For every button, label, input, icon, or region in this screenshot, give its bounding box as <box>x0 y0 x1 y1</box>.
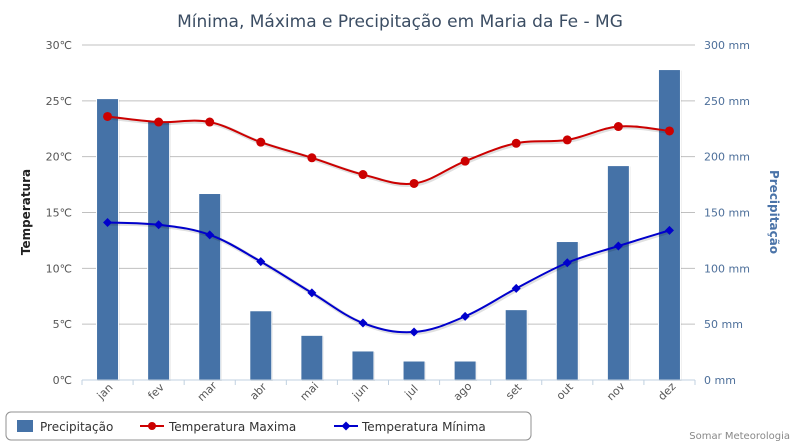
point-temperatura-max[interactable] <box>562 135 572 145</box>
point-temperatura-max[interactable] <box>511 138 521 148</box>
legend-symbol-bar <box>17 420 33 432</box>
point-temperatura-max[interactable] <box>409 178 419 188</box>
y-left-tick-label: 0℃ <box>53 374 72 387</box>
bar-precipitacao[interactable] <box>351 350 375 381</box>
legend-symbol-marker-max <box>148 422 156 430</box>
y-right-tick-label: 0 mm <box>704 374 736 387</box>
point-temperatura-min[interactable] <box>562 258 572 268</box>
bar-precipitacao[interactable] <box>300 334 324 381</box>
bar-precipitacao[interactable] <box>96 98 120 381</box>
point-temperatura-min[interactable] <box>205 230 215 240</box>
x-tick-label: jul <box>402 382 421 401</box>
bar-precipitacao[interactable] <box>198 193 222 381</box>
point-temperatura-max[interactable] <box>205 117 215 127</box>
x-tick-label: fev <box>145 381 167 403</box>
bar-precipitacao[interactable] <box>606 165 630 381</box>
point-temperatura-min[interactable] <box>511 283 521 293</box>
y-left-tick-label: 30℃ <box>46 39 72 52</box>
x-tick-label: jun <box>349 381 371 403</box>
x-tick-label: set <box>503 380 525 402</box>
series-line-max <box>107 115 670 185</box>
y-left-tick-label: 20℃ <box>46 151 72 164</box>
x-tick-label: out <box>554 380 576 402</box>
x-tick-label: dez <box>655 380 678 403</box>
y-left-tick-label: 25℃ <box>46 95 72 108</box>
point-temperatura-max[interactable] <box>613 122 623 132</box>
point-temperatura-max[interactable] <box>307 153 317 163</box>
x-tick-label: nov <box>604 379 628 403</box>
legend-label-precipitacao: Precipitação <box>40 420 113 434</box>
bar-precipitacao[interactable] <box>453 360 477 381</box>
point-temperatura-max[interactable] <box>358 170 368 180</box>
point-temperatura-min[interactable] <box>358 318 368 328</box>
bar-precipitacao[interactable] <box>147 120 171 381</box>
y-left-tick-label: 10℃ <box>46 262 72 275</box>
point-temperatura-min[interactable] <box>154 220 164 230</box>
point-temperatura-max[interactable] <box>664 126 674 136</box>
lines-layer <box>103 111 674 337</box>
legend-item-temperatura-minima[interactable]: Temperatura Mínima <box>334 420 486 434</box>
y-left-tick-label: 5℃ <box>53 318 72 331</box>
y-right-tick-label: 100 mm <box>704 262 750 275</box>
point-temperatura-max[interactable] <box>256 137 266 147</box>
bars-layer <box>96 69 682 382</box>
point-temperatura-min[interactable] <box>613 241 623 251</box>
point-temperatura-min[interactable] <box>664 225 674 235</box>
chart-credit: Somar Meteorologia <box>689 431 790 442</box>
point-temperatura-min[interactable] <box>256 257 266 267</box>
y-right-tick-label: 250 mm <box>704 95 750 108</box>
legend-label-temperatura-minima: Temperatura Mínima <box>361 420 486 434</box>
x-tick-label: ago <box>451 380 475 404</box>
y-left-tick-label: 15℃ <box>46 207 72 220</box>
point-temperatura-min[interactable] <box>409 327 419 337</box>
point-temperatura-min[interactable] <box>307 288 317 298</box>
x-tick-label: abr <box>247 380 269 402</box>
y-left-axis-title: Temperatura <box>19 169 33 255</box>
point-temperatura-max[interactable] <box>103 111 113 121</box>
point-temperatura-max[interactable] <box>154 117 164 127</box>
y-right-tick-label: 200 mm <box>704 151 750 164</box>
y-right-tick-label: 300 mm <box>704 39 750 52</box>
point-temperatura-min[interactable] <box>460 311 470 321</box>
x-tick-label: mar <box>195 379 220 404</box>
legend-item-precipitacao[interactable]: Precipitação <box>17 420 113 434</box>
legend-label-temperatura-maxima: Temperatura Maxima <box>168 420 296 434</box>
point-temperatura-min[interactable] <box>103 218 113 228</box>
chart-title: Mínima, Máxima e Precipitação em Maria d… <box>177 12 623 32</box>
series-line-min <box>107 221 670 334</box>
y-right-tick-label: 50 mm <box>704 318 743 331</box>
legend-item-temperatura-maxima[interactable]: Temperatura Maxima <box>140 420 296 434</box>
legend-box <box>5 411 532 441</box>
legend: Precipitação Temperatura Maxima Temperat… <box>5 411 532 441</box>
bar-precipitacao[interactable] <box>504 309 528 381</box>
y-right-tick-label: 150 mm <box>704 207 750 220</box>
grid-layer <box>82 44 695 381</box>
series-line-shadow-min <box>108 221 672 336</box>
y-right-axis-title: Precipitação <box>767 170 781 254</box>
point-temperatura-max[interactable] <box>460 156 470 166</box>
series-line-shadow-max <box>108 115 671 187</box>
legend-symbol-marker-min <box>341 421 351 431</box>
x-tick-label: jan <box>94 381 116 403</box>
x-tick-label: mai <box>298 380 322 404</box>
bar-precipitacao[interactable] <box>249 310 273 381</box>
bar-precipitacao[interactable] <box>402 360 426 381</box>
bar-precipitacao[interactable] <box>657 69 681 381</box>
